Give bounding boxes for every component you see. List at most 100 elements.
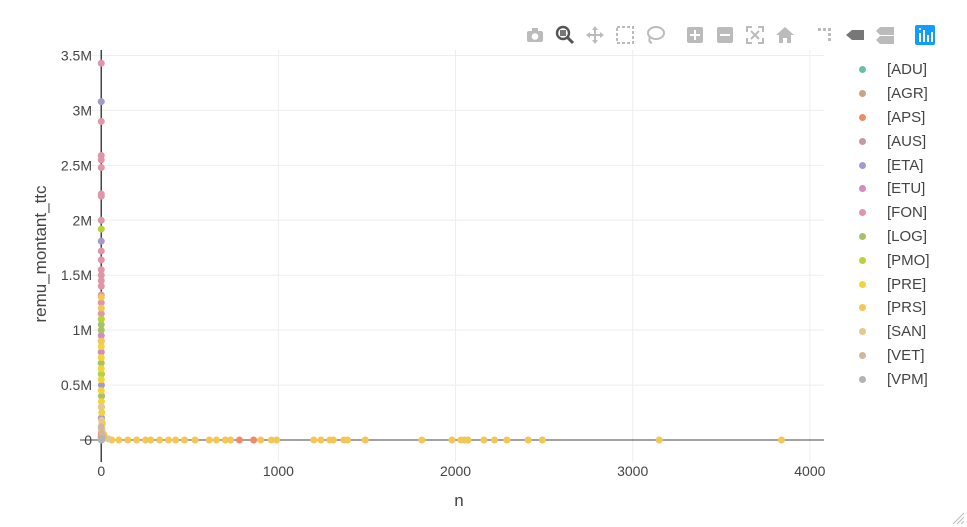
x-tick-label: 4000	[794, 463, 825, 479]
data-point	[343, 436, 351, 444]
x-axis-title: n	[454, 491, 463, 510]
box-select-icon	[616, 26, 634, 44]
legend-marker	[859, 256, 866, 264]
zoom-in-button[interactable]	[680, 22, 710, 48]
legend-marker	[859, 351, 866, 359]
resize-handle[interactable]	[951, 511, 965, 525]
legend-item[interactable]: [FON]	[852, 201, 930, 225]
legend-item[interactable]: [VET]	[852, 344, 930, 368]
axes	[80, 50, 824, 462]
lasso-select-icon	[647, 26, 665, 44]
legend-label: [AGR]	[887, 85, 928, 103]
zoom-out-icon	[717, 27, 733, 43]
camera-button[interactable]	[520, 22, 550, 48]
legend-label: [PRE]	[887, 275, 927, 293]
data-point	[464, 436, 472, 444]
y-tick-label: 2.5M	[61, 157, 92, 173]
y-axis-title: remu_montant_ttc	[31, 185, 50, 323]
x-tick-label: 0	[97, 463, 105, 479]
y-tick-label: 3.5M	[61, 47, 92, 63]
legend-marker	[859, 161, 866, 169]
zoom-icon	[555, 25, 575, 45]
data-point	[115, 436, 123, 444]
data-point	[97, 370, 105, 378]
legend-label: [VPM]	[887, 370, 928, 388]
legend-label: [LOG]	[887, 227, 928, 245]
legend-marker	[859, 328, 866, 336]
box-select-button[interactable]	[610, 22, 640, 48]
data-point	[655, 436, 663, 444]
legend-item[interactable]: [AGR]	[852, 82, 930, 106]
data-point	[97, 365, 105, 373]
data-point	[480, 436, 488, 444]
zoom-button[interactable]	[550, 22, 580, 48]
legend-marker	[859, 375, 866, 383]
spike-lines-button[interactable]	[810, 22, 840, 48]
data-point	[97, 315, 105, 323]
data-point	[97, 237, 105, 245]
data-point	[329, 436, 337, 444]
data-point	[156, 436, 164, 444]
legend-item[interactable]: [VPM]	[852, 367, 930, 391]
legend-item[interactable]: [AUS]	[852, 129, 930, 153]
hover-closest-button[interactable]	[840, 22, 870, 48]
zoom-in-icon	[687, 27, 703, 43]
data-point	[97, 381, 105, 389]
x-tick-label: 1000	[263, 463, 294, 479]
data-point	[97, 392, 105, 400]
legend-item[interactable]: [LOG]	[852, 225, 930, 249]
legend-item[interactable]: [PRS]	[852, 296, 930, 320]
home-button[interactable]	[770, 22, 800, 48]
hover-compare-button[interactable]	[870, 22, 900, 48]
data-point	[97, 332, 105, 340]
data-point	[273, 436, 281, 444]
y-tick-label: 0.5M	[61, 377, 92, 393]
data-point	[205, 436, 213, 444]
data-point	[97, 354, 105, 362]
zoom-out-button[interactable]	[710, 22, 740, 48]
modebar	[520, 22, 940, 48]
data-point	[97, 398, 105, 406]
y-tick-label: 1.5M	[61, 267, 92, 283]
legend-marker	[859, 232, 866, 240]
data-point	[448, 436, 456, 444]
data-point	[97, 326, 105, 334]
data-point	[212, 436, 220, 444]
data-point	[97, 256, 105, 264]
legend-item[interactable]: [ETA]	[852, 153, 930, 177]
data-point	[538, 436, 546, 444]
legend-label: [ADU]	[887, 61, 928, 79]
data-point	[97, 337, 105, 345]
legend-item[interactable]: [PMO]	[852, 248, 930, 272]
legend-item[interactable]: [PRE]	[852, 272, 930, 296]
y-tick-label: 0	[84, 432, 92, 448]
legend-marker	[859, 304, 866, 312]
pan-button[interactable]	[580, 22, 610, 48]
data-point	[165, 436, 173, 444]
data-point	[98, 409, 106, 417]
legend-label: [VET]	[887, 346, 925, 364]
data-point	[227, 436, 235, 444]
lasso-select-button[interactable]	[640, 22, 670, 48]
legend-item[interactable]: [ETU]	[852, 177, 930, 201]
plotly-logo-button[interactable]	[910, 22, 940, 48]
data-point	[97, 387, 105, 395]
legend-marker	[859, 209, 866, 217]
legend-item[interactable]: [APS]	[852, 106, 930, 130]
data-point	[97, 359, 105, 367]
data-point	[147, 436, 155, 444]
data-point	[97, 423, 105, 431]
tick-labels: 0 1000 2000 3000 4000 0 0.5M 1M 1.5M 2M 2.5M 3M 3.5M	[61, 47, 826, 479]
data-point	[221, 436, 229, 444]
data-point	[97, 247, 105, 255]
legend-item[interactable]: [ADU]	[852, 58, 930, 82]
hover-compare-icon	[876, 27, 894, 44]
legend-item[interactable]: [SAN]	[852, 320, 930, 344]
spike-lines-icon	[818, 28, 831, 41]
legend-label: [ETU]	[887, 180, 926, 198]
data-point	[97, 376, 105, 384]
data-points	[97, 59, 785, 444]
data-point	[181, 436, 189, 444]
autoscale-button[interactable]	[740, 22, 770, 48]
